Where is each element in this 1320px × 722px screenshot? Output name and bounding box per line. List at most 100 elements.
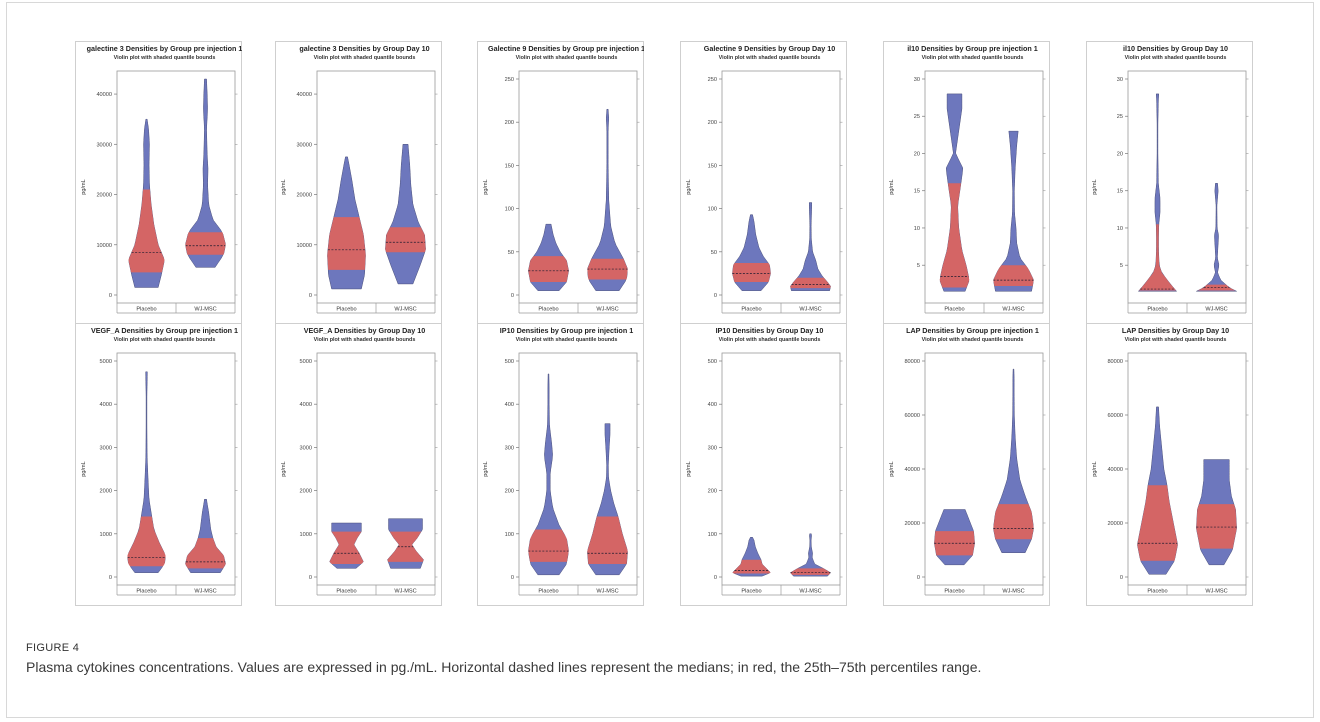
x-tick-label: Placebo (944, 589, 964, 595)
y-tick-label: 1000 (100, 532, 112, 538)
chart-subtitle: Violin plot with shaded quantile bounds (922, 55, 1024, 61)
violin-iqr (993, 504, 1034, 540)
violin-chart: il10 Densities by Group pre injection 1 V… (883, 41, 1050, 324)
y-axis-label: pg/mL (1092, 179, 1098, 195)
panel-background (883, 323, 1050, 606)
violin-iqr (587, 516, 628, 565)
y-tick-label: 10 (914, 226, 920, 232)
y-tick-label: 20 (914, 151, 920, 157)
violin-plot-grid: galectine 3 Densities by Group pre injec… (75, 41, 1253, 606)
y-tick-label: 500 (505, 359, 514, 365)
x-tick-label: Placebo (1147, 589, 1167, 595)
violin-chart: Galectine 9 Densities by Group pre injec… (477, 41, 644, 324)
y-tick-label: 60000 (1107, 413, 1123, 419)
violin-iqr (385, 227, 426, 253)
y-tick-label: 4000 (300, 402, 312, 408)
x-tick-label: WJ-MSC (799, 589, 821, 595)
chart-title: il10 Densities by Group Day 10 (1123, 44, 1228, 53)
y-tick-label: 250 (505, 77, 514, 83)
y-tick-label: 30 (1117, 77, 1123, 83)
violin-panel: IP10 Densities by Group pre injection 1 V… (477, 323, 644, 606)
y-tick-label: 0 (714, 293, 717, 299)
y-tick-label: 200 (708, 120, 717, 126)
violin-panel: IP10 Densities by Group Day 10 Violin plo… (680, 323, 847, 606)
x-tick-label: WJ-MSC (394, 589, 416, 595)
x-tick-label: Placebo (741, 307, 761, 313)
y-tick-label: 500 (708, 359, 717, 365)
violin-panel: VEGF_A Densities by Group pre injection … (75, 323, 242, 606)
chart-subtitle: Violin plot with shaded quantile bounds (114, 55, 216, 61)
y-tick-label: 100 (505, 207, 514, 213)
chart-subtitle: Violin plot with shaded quantile bounds (314, 55, 416, 61)
y-tick-label: 80000 (904, 359, 920, 365)
violin-chart: VEGF_A Densities by Group Day 10 Violin p… (275, 323, 442, 606)
violin-chart: Galectine 9 Densities by Group Day 10 Vio… (680, 41, 847, 324)
chart-subtitle: Violin plot with shaded quantile bounds (114, 337, 216, 343)
violin-density (127, 371, 166, 573)
y-tick-label: 40000 (1107, 467, 1123, 473)
x-tick-label: WJ-MSC (1205, 307, 1227, 313)
violin-iqr (790, 277, 831, 289)
y-tick-label: 50 (711, 250, 717, 256)
y-tick-label: 25 (914, 114, 920, 120)
violin-iqr (528, 529, 569, 562)
x-tick-label: WJ-MSC (1002, 307, 1024, 313)
violin-iqr (587, 258, 628, 280)
violin-iqr (327, 217, 366, 270)
y-tick-label: 300 (505, 445, 514, 451)
chart-title: il10 Densities by Group pre injection 1 (907, 44, 1038, 53)
violin-iqr (934, 531, 975, 556)
y-tick-label: 10000 (296, 243, 312, 249)
violin-iqr (1137, 485, 1178, 561)
violin-iqr (732, 559, 771, 574)
x-tick-label: WJ-MSC (1205, 589, 1227, 595)
y-tick-label: 20000 (96, 193, 112, 199)
violin-density (587, 108, 628, 291)
y-axis-label: pg/mL (81, 461, 87, 477)
y-tick-label: 100 (505, 532, 514, 538)
y-tick-label: 30000 (296, 142, 312, 148)
y-tick-label: 0 (109, 293, 112, 299)
violin-density (1196, 183, 1237, 292)
violin-panel: VEGF_A Densities by Group Day 10 Violin p… (275, 323, 442, 606)
y-tick-label: 0 (309, 575, 312, 581)
y-axis-label: pg/mL (686, 461, 692, 477)
y-tick-label: 200 (505, 489, 514, 495)
x-tick-label: Placebo (136, 307, 156, 313)
violin-chart: LAP Densities by Group pre injection 1 Vi… (883, 323, 1050, 606)
y-tick-label: 20000 (296, 193, 312, 199)
x-tick-label: Placebo (336, 307, 356, 313)
x-tick-label: WJ-MSC (194, 307, 216, 313)
violin-density (790, 533, 831, 577)
y-tick-label: 0 (917, 575, 920, 581)
y-tick-label: 5 (1120, 263, 1123, 269)
chart-title: LAP Densities by Group pre injection 1 (906, 326, 1039, 335)
y-tick-label: 0 (309, 293, 312, 299)
violin-iqr (185, 232, 226, 255)
violin-density (1137, 93, 1178, 292)
y-tick-label: 80000 (1107, 359, 1123, 365)
chart-title: Galectine 9 Densities by Group pre injec… (488, 44, 644, 53)
violin-iqr (185, 538, 226, 569)
y-tick-label: 5000 (100, 359, 112, 365)
violin-chart: galectine 3 Densities by Group pre injec… (75, 41, 242, 324)
y-tick-label: 5 (917, 263, 920, 269)
violin-panel: Galectine 9 Densities by Group pre injec… (477, 41, 644, 324)
violin-chart: IP10 Densities by Group Day 10 Violin plo… (680, 323, 847, 606)
panel-background (680, 323, 847, 606)
y-axis-label: pg/mL (281, 461, 287, 477)
y-tick-label: 30000 (96, 142, 112, 148)
violin-iqr (128, 189, 165, 273)
violin-iqr (127, 516, 166, 567)
y-axis-label: pg/mL (889, 461, 895, 477)
y-axis-label: pg/mL (483, 179, 489, 195)
x-tick-label: WJ-MSC (1002, 589, 1024, 595)
y-tick-label: 100 (708, 532, 717, 538)
violin-iqr (1197, 284, 1236, 291)
x-tick-label: WJ-MSC (194, 589, 216, 595)
y-axis-label: pg/mL (889, 179, 895, 195)
y-tick-label: 100 (708, 207, 717, 213)
x-tick-label: Placebo (538, 307, 558, 313)
chart-title: IP10 Densities by Group pre injection 1 (500, 326, 633, 335)
y-tick-label: 10 (1117, 226, 1123, 232)
